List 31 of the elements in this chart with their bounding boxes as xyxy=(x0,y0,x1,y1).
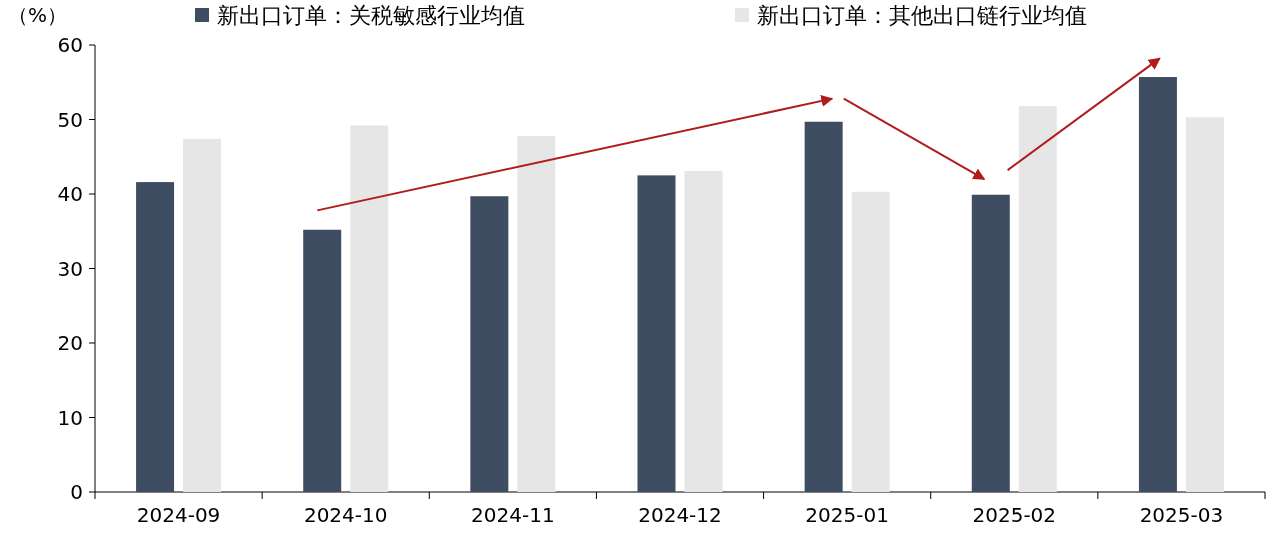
x-tick-label: 2024-11 xyxy=(471,503,555,527)
bar xyxy=(684,170,723,492)
bar xyxy=(136,182,175,492)
y-tick-label: 40 xyxy=(57,182,83,206)
bar xyxy=(851,191,890,492)
y-tick-label: 60 xyxy=(57,33,83,57)
x-tick-label: 2024-12 xyxy=(638,503,722,527)
x-tick-label: 2024-10 xyxy=(303,503,388,527)
y-axis-title: （%） xyxy=(8,3,68,27)
bar xyxy=(804,121,843,492)
y-tick-label: 30 xyxy=(57,256,83,281)
bar xyxy=(350,125,389,492)
bar xyxy=(303,229,342,492)
y-tick-label: 0 xyxy=(70,480,83,504)
bar xyxy=(637,175,676,492)
bar xyxy=(1138,77,1177,492)
bar xyxy=(971,194,1010,492)
y-tick-label: 10 xyxy=(57,405,83,430)
bar xyxy=(517,135,556,492)
bar xyxy=(183,138,222,492)
bar xyxy=(1185,117,1224,492)
x-tick-label: 2025-02 xyxy=(972,503,1057,527)
bar xyxy=(1018,106,1057,492)
legend-label: 新出口订单：关税敏感行业均值 xyxy=(217,3,525,28)
y-tick-label: 20 xyxy=(57,331,83,355)
x-tick-label: 2025-03 xyxy=(1139,503,1224,527)
y-tick-label: 50 xyxy=(57,107,83,132)
x-tick-label: 2024-09 xyxy=(136,503,221,527)
bar xyxy=(470,196,509,492)
legend-label: 新出口订单：其他出口链行业均值 xyxy=(757,3,1087,28)
x-tick-label: 2025-01 xyxy=(805,503,889,527)
